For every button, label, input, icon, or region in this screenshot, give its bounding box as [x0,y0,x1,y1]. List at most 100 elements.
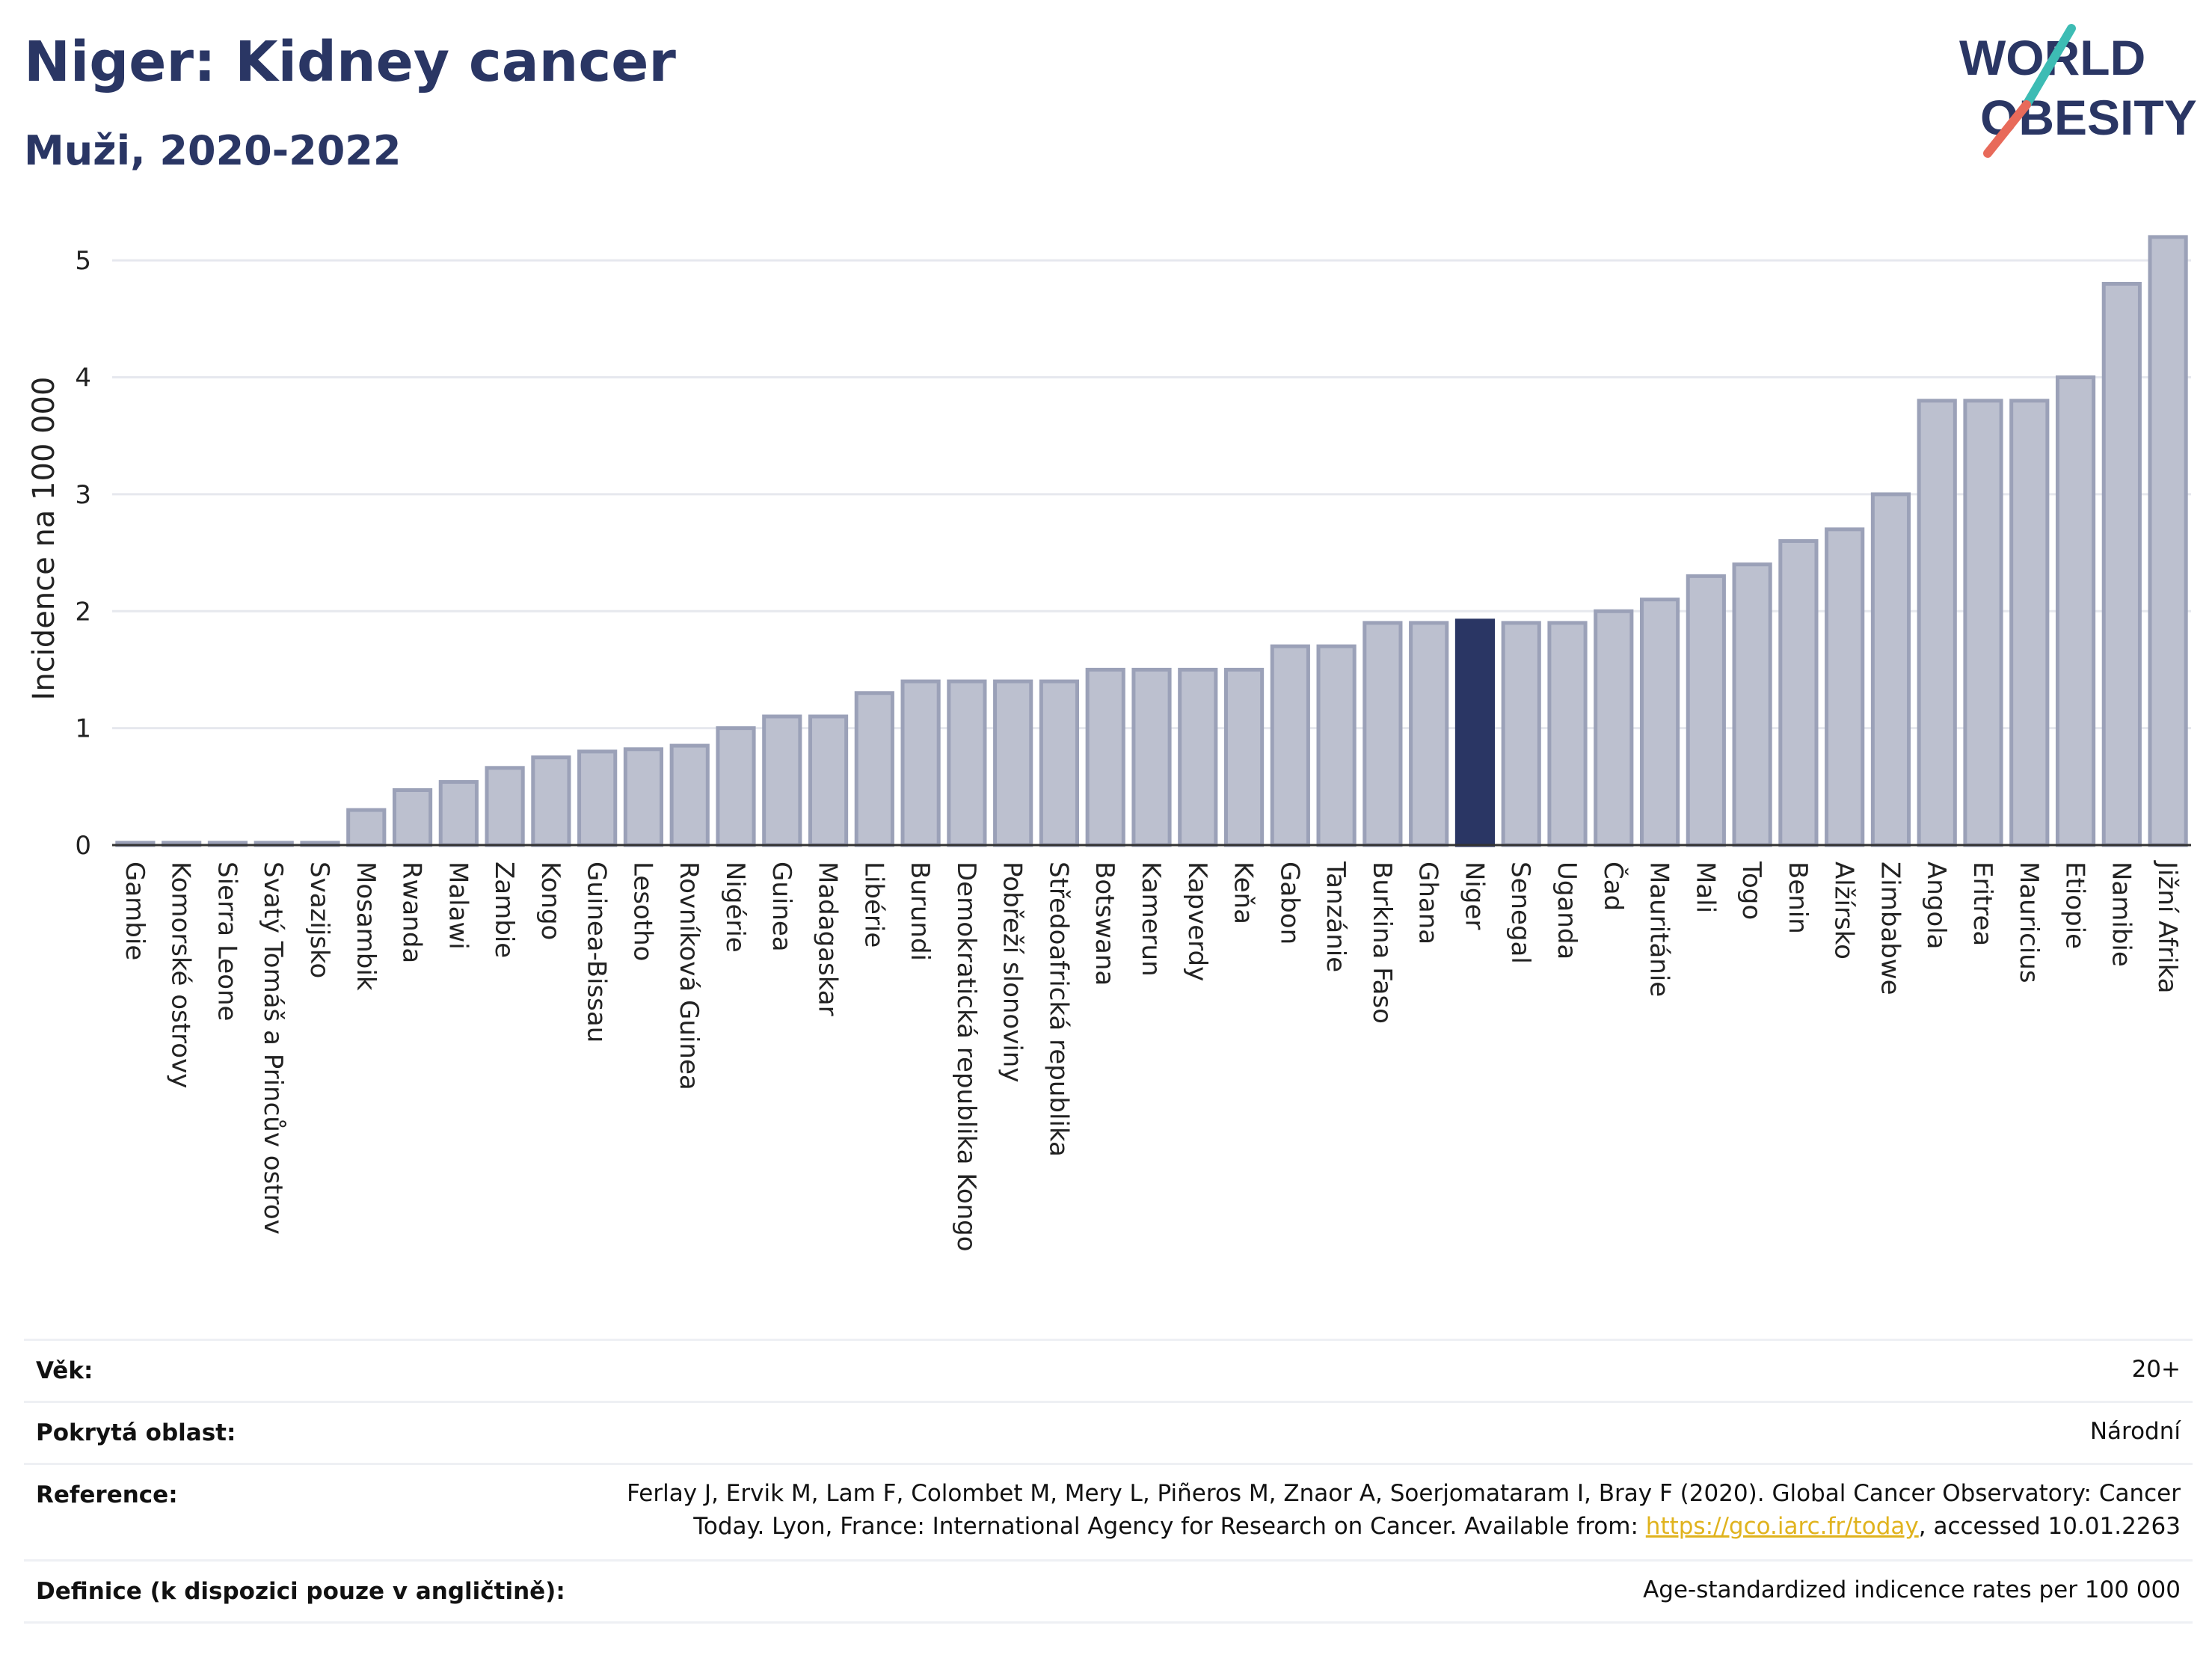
bar[interactable] [716,726,756,847]
bar[interactable] [1547,621,1588,847]
bar[interactable] [2055,375,2096,847]
bar[interactable] [1686,574,1726,847]
bar[interactable] [1639,598,1680,847]
x-tick-labels: Gambie Komorské ostrovy Sierra Leone Svatý … [120,860,2182,1252]
y-tick-label: 4 [75,363,91,393]
bar[interactable] [900,679,941,847]
y-tick-label: 0 [75,831,91,861]
x-tick-label: Burkina Faso [1367,862,1397,1024]
bar[interactable] [854,691,894,847]
bar[interactable] [577,749,618,847]
page-subtitle: Muži, 2020-2022 [24,127,402,174]
bar[interactable] [2148,235,2188,847]
y-tick-label: 5 [75,246,91,276]
bar[interactable] [1778,538,1819,847]
reference-link[interactable]: https://gco.iarc.fr/today [1645,1513,1919,1540]
reference-line2: Today. Lyon, France: International Agenc… [627,1510,2181,1543]
logo-slash-top [2022,24,2076,109]
x-tick-label: Mosambik [351,862,381,991]
x-tick-label: Guinea [766,862,796,952]
meta-label-reference: Reference: [36,1481,178,1508]
x-tick-label: Alžírsko [1829,862,1859,959]
x-tick-label: Madagaskar [813,862,843,1016]
x-tick-label: Demokratická republika Kongo [951,862,981,1252]
bar[interactable] [1085,667,1125,847]
x-tick-label: Kamerun [1136,862,1166,977]
x-tick-label: Eritrea [1967,862,1997,946]
x-tick-label: Libérie [858,862,888,948]
bar[interactable] [1870,492,1911,847]
bar[interactable] [2009,399,2050,847]
x-tick-label: Jižní Afrika [2152,860,2182,994]
bar-chart: 0 1 2 3 4 5 Gambie Komorské ostrovy Sierra Leon… [27,235,2191,1252]
y-tick-labels: 0 1 2 3 4 5 [75,246,91,861]
bar[interactable] [669,743,710,847]
meta-value-definition: Age-standardized indicence rates per 100… [1643,1576,2181,1603]
x-tick-label: Mauritánie [1644,862,1674,997]
reference-line2-post: , accessed 10.01.2263 [1918,1513,2181,1540]
bar[interactable] [346,808,387,847]
bar[interactable] [1963,399,2003,847]
x-tick-label: Zimbabwe [1875,862,1905,995]
bar[interactable] [947,679,987,847]
bar[interactable] [1732,562,1772,847]
bar[interactable] [531,755,571,847]
x-tick-label: Mali [1690,862,1720,913]
x-tick-label: Uganda [1552,862,1582,959]
bar[interactable] [1131,667,1172,847]
bar[interactable] [438,780,479,847]
bar[interactable] [1039,679,1080,847]
bar[interactable] [2101,281,2142,847]
x-tick-label: Botswana [1090,862,1119,986]
x-tick-label: Nigérie [720,862,750,953]
meta-row-definition: Definice (k dispozici pouze v angličtině… [24,1559,2193,1624]
x-tick-label: Sierra Leone [212,862,242,1021]
x-tick-label: Komorské ostrovy [166,862,196,1088]
bar[interactable] [1594,609,1634,847]
bar-highlighted[interactable] [1454,618,1496,847]
metadata-table: Věk: 20+ Pokrytá oblast: Národní Referen… [24,1339,2193,1624]
x-tick-label: Gabon [1274,862,1304,945]
bar[interactable] [993,679,1033,847]
meta-label-area: Pokrytá oblast: [36,1419,236,1446]
meta-label-definition: Definice (k dispozici pouze v angličtině… [36,1578,565,1605]
bar[interactable] [1362,621,1403,847]
x-tick-label: Togo [1736,861,1766,920]
x-tick-label: Pobřeží slonoviny [998,862,1027,1082]
bar[interactable] [1316,644,1357,847]
x-tick-label: Středoafrická republika [1043,862,1073,1157]
bars [115,235,2188,847]
x-tick-label: Zambie [489,862,519,958]
reference-line2-pre: Today. Lyon, France: International Agenc… [693,1513,1646,1540]
bar[interactable] [392,788,433,847]
bar[interactable] [1270,644,1310,847]
x-tick-label: Kapverdy [1182,862,1212,981]
bar[interactable] [623,747,664,847]
bar[interactable] [1178,667,1218,847]
bar[interactable] [808,714,849,847]
meta-value-age: 20+ [2131,1356,2181,1383]
bar[interactable] [1825,527,1865,847]
x-tick-label: Namibie [2106,862,2136,967]
x-tick-label: Rwanda [397,862,427,963]
x-tick-label: Burundi [905,862,935,961]
x-tick-label: Senegal [1505,862,1535,964]
x-tick-label: Malawi [443,862,473,950]
bar[interactable] [762,714,802,847]
bar[interactable] [485,766,525,847]
x-tick-label: Etiopie [2060,862,2090,949]
x-tick-label: Svatý Tomáš a Princův ostrov [258,862,288,1235]
bar[interactable] [1409,621,1449,847]
x-tick-label: Svazijsko [304,862,334,978]
logo-slash-bottom [1983,100,2031,158]
bar[interactable] [1917,399,1957,847]
bar[interactable] [1501,621,1541,847]
x-tick-label: Lesotho [627,862,657,961]
y-tick-label: 1 [75,714,91,744]
meta-row-reference: Reference: Ferlay J, Ervik M, Lam F, Col… [24,1463,2193,1559]
meta-row-age: Věk: 20+ [24,1339,2193,1401]
x-tick-label: Keňa [1229,862,1259,924]
x-tick-label: Gambie [120,862,150,960]
world-obesity-logo: WORLD OBESITY [1959,24,2197,158]
bar[interactable] [1223,667,1265,847]
